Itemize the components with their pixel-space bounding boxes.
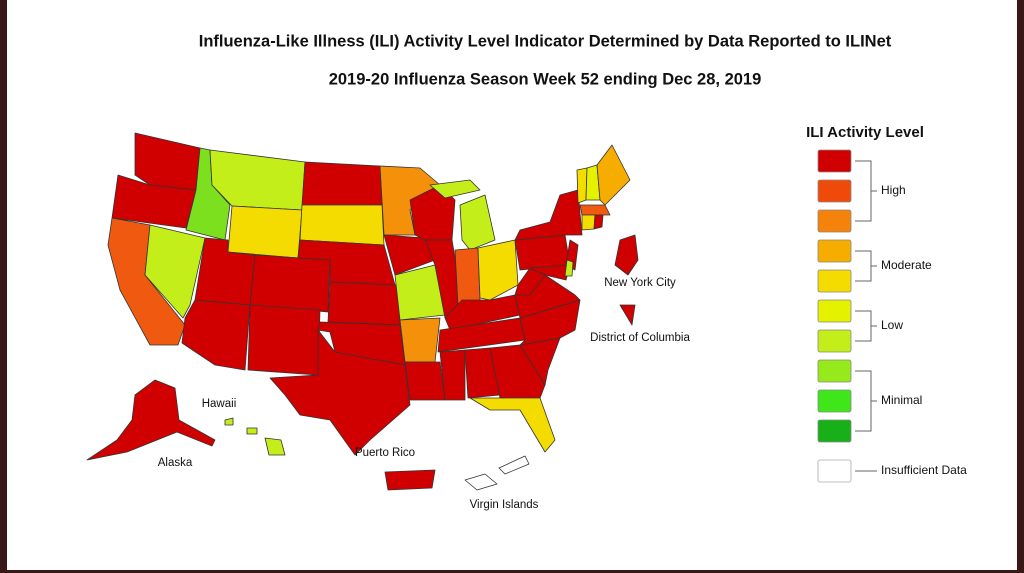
legend-label: Moderate — [881, 258, 932, 272]
legend-swatch — [817, 209, 852, 233]
legend-swatch — [817, 419, 852, 443]
legend-swatch — [817, 329, 852, 353]
legend-label: Low — [881, 318, 903, 332]
subtitle: 2019-20 Influenza Season Week 52 ending … — [329, 70, 762, 88]
title: Influenza-Like Illness (ILI) Activity Le… — [199, 32, 892, 50]
legend-swatch — [817, 299, 852, 323]
legend-swatch — [817, 149, 852, 173]
map-figure: Influenza-Like Illness (ILI) Activity Le… — [86, 32, 967, 511]
legend-bracket — [855, 250, 877, 282]
legend-label: Minimal — [881, 393, 922, 407]
legend-bracket — [855, 370, 877, 432]
map-label: Virgin Islands — [470, 499, 539, 511]
legend-label: High — [881, 183, 906, 197]
legend-swatch-insufficient — [817, 459, 852, 483]
legend-swatch — [817, 389, 852, 413]
legend-swatch — [817, 239, 852, 263]
map-label: Hawaii — [202, 398, 237, 410]
map-label: New York City — [604, 277, 676, 289]
legend-swatch — [817, 359, 852, 383]
map-label: District of Columbia — [590, 332, 690, 344]
legend-title: ILI Activity Level — [806, 124, 924, 141]
legend-swatch — [817, 269, 852, 293]
legend: ILI Activity Level High Moderate Low Minima… — [806, 124, 967, 483]
us-map — [86, 132, 639, 491]
map-labels: New York City District of Columbia Hawaii A… — [158, 277, 691, 511]
map-label: Alaska — [158, 457, 193, 469]
legend-label: Insufficient Data — [881, 463, 967, 477]
map-label: Puerto Rico — [355, 447, 415, 459]
legend-bracket — [855, 160, 877, 222]
legend-bracket — [855, 310, 877, 342]
legend-swatch — [817, 179, 852, 203]
